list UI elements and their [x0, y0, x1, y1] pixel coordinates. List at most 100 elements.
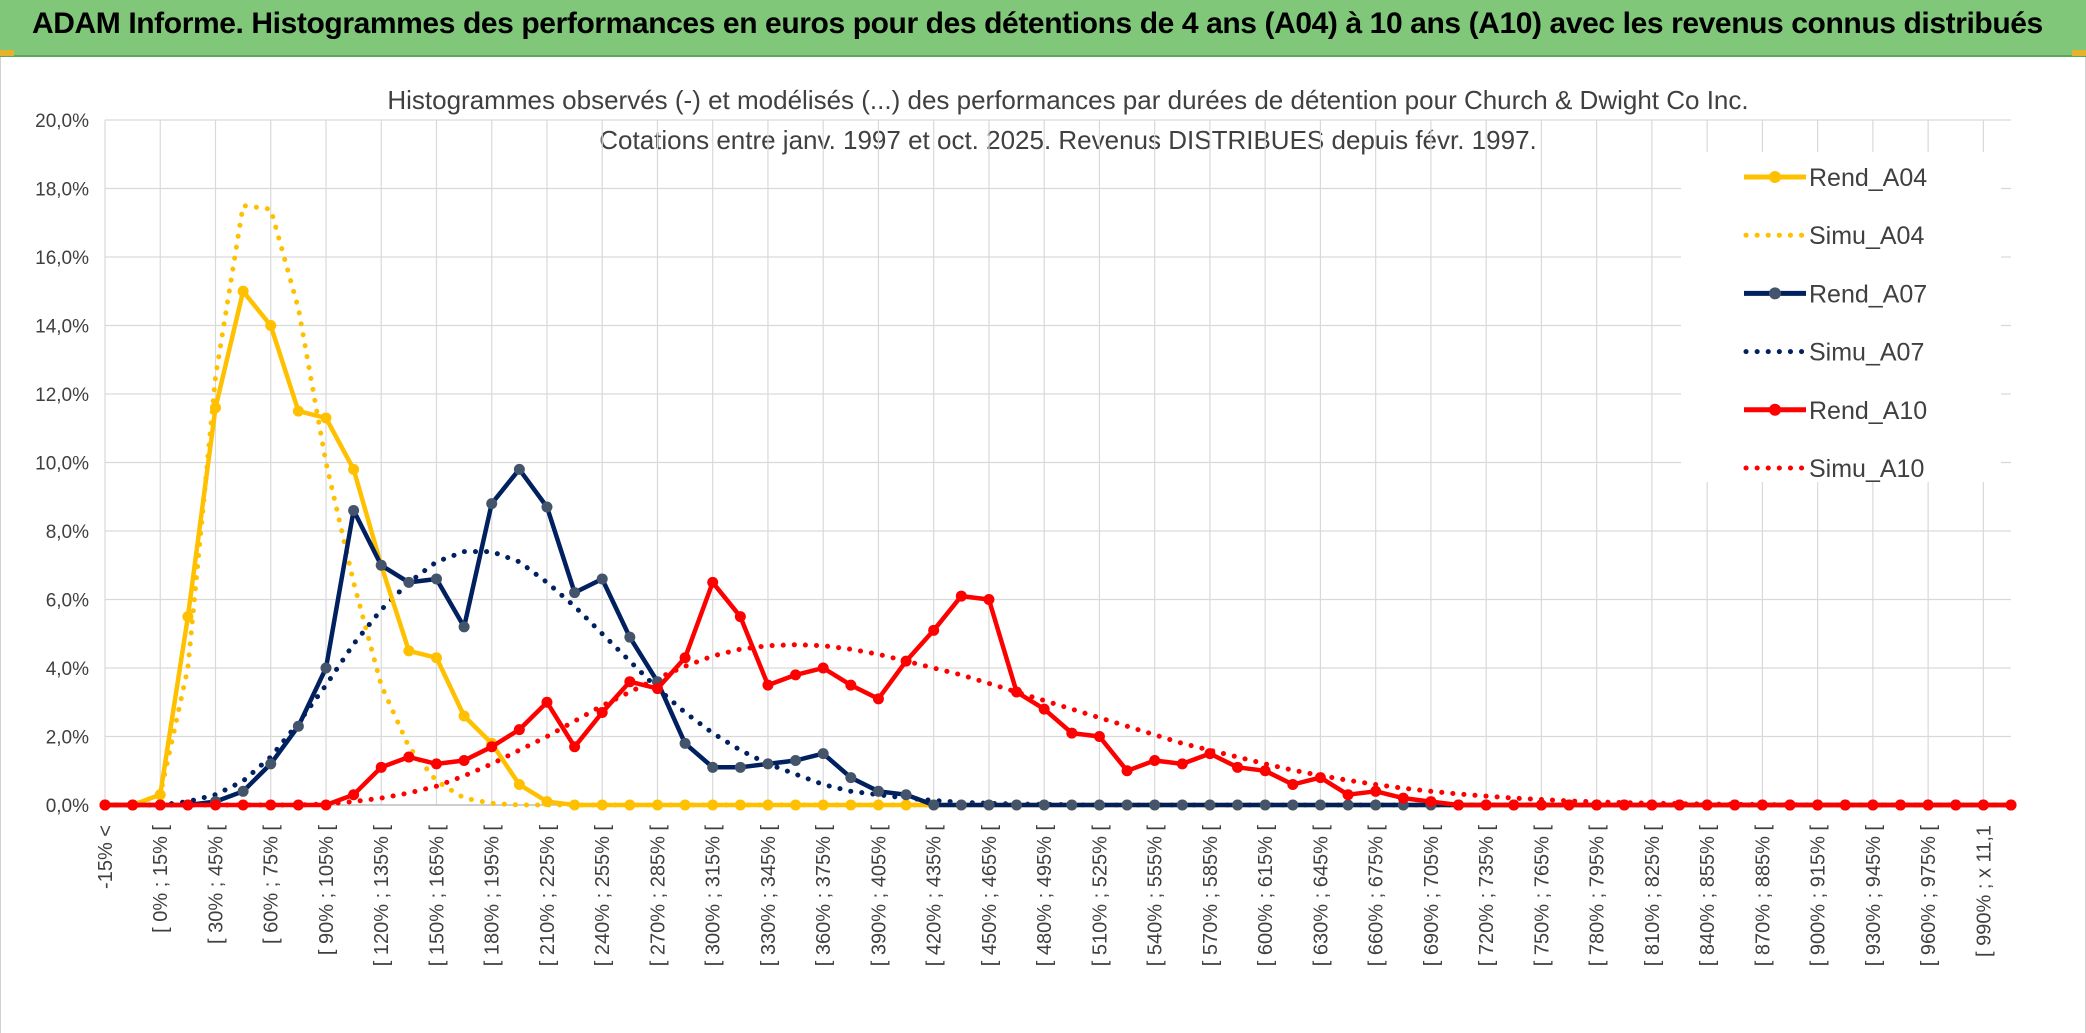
- data-point: [541, 696, 553, 708]
- data-point: [1370, 799, 1382, 811]
- data-point: [1232, 761, 1244, 773]
- data-point: [1784, 799, 1796, 811]
- data-point: [265, 799, 277, 811]
- series-line-Simu_A10: [102, 642, 2014, 808]
- y-tick-label: 0,0%: [46, 796, 89, 817]
- data-point: [679, 737, 691, 749]
- data-point: [1121, 799, 1133, 811]
- data-point: [1646, 799, 1658, 811]
- legend-item-Simu_A10: Simu_A10: [1743, 455, 1924, 483]
- x-tick-label: [ 270% ; 285% [: [647, 825, 669, 967]
- data-point: [1591, 799, 1603, 811]
- series-Rend_A10: [99, 576, 2017, 811]
- x-tick-label: [ 240% ; 255% [: [592, 825, 614, 967]
- data-point: [458, 621, 470, 633]
- data-point: [265, 320, 277, 331]
- legend-item-Rend_A04: Rend_A04: [1744, 164, 1927, 192]
- x-tick-label: [ 690% ; 705% [: [1421, 825, 1443, 967]
- data-point: [1701, 799, 1713, 811]
- x-tick-label: [ 570% ; 585% [: [1200, 825, 1222, 967]
- data-point: [320, 662, 332, 674]
- x-tick-label: [ 0% ; 15% [: [150, 825, 172, 933]
- data-point: [707, 761, 719, 773]
- x-tick-label: [ 900% ; 915% [: [1808, 825, 1830, 967]
- data-point: [1867, 799, 1879, 811]
- data-point: [596, 799, 608, 811]
- data-point: [292, 799, 304, 811]
- data-point: [292, 720, 304, 732]
- data-point: [1453, 799, 1465, 811]
- x-tick-label: [ 30% ; 45% [: [205, 825, 227, 944]
- x-tick-label: [ 420% ; 435% [: [924, 825, 946, 967]
- banner-corner-accent-right: [2072, 50, 2086, 56]
- x-tick-label: [ 390% ; 405% [: [868, 825, 890, 967]
- data-point: [2005, 799, 2017, 811]
- data-point: [403, 645, 415, 657]
- legend: Rend_A04 Simu_A04 Rend_A07 Simu_A07 Rend_A10…: [1681, 152, 2001, 483]
- y-axis-ticks: 0,0% 2,0% 4,0% 6,0% 8,0% 10,0% 12,0% 14,0% 16,0%…: [35, 111, 89, 817]
- series-line-Rend_A07: [105, 467, 2011, 808]
- data-point: [1839, 799, 1851, 811]
- data-point: [872, 785, 884, 797]
- header-banner: ADAM Informe. Histogrammes des performan…: [0, 0, 2086, 57]
- legend-marker: [1769, 287, 1781, 300]
- data-point: [1176, 799, 1188, 811]
- x-tick-label: [ 510% ; 525% [: [1089, 825, 1111, 967]
- data-point: [1259, 765, 1271, 777]
- data-point: [513, 463, 525, 475]
- data-point: [596, 573, 608, 585]
- data-point: [1480, 799, 1492, 811]
- data-point: [403, 576, 415, 588]
- y-tick-label: 4,0%: [46, 659, 89, 680]
- data-point: [1038, 703, 1050, 715]
- x-tick-label: [ 780% ; 795% [: [1587, 825, 1609, 967]
- data-point: [762, 799, 774, 811]
- data-point: [1370, 785, 1382, 797]
- x-tick-label: [ 480% ; 495% [: [1034, 825, 1056, 967]
- data-point: [624, 799, 636, 811]
- data-point: [486, 498, 498, 510]
- x-tick-label: [ 870% ; 885% [: [1752, 825, 1774, 967]
- y-tick-label: 12,0%: [35, 385, 89, 406]
- chart-title: Histogrammes observés (-) et modélisés (…: [387, 85, 1749, 115]
- series-Simu_A10: [102, 642, 2014, 808]
- data-point: [1977, 799, 1989, 811]
- data-point: [762, 679, 774, 691]
- data-point: [430, 573, 442, 585]
- y-tick-label: 10,0%: [35, 454, 89, 475]
- data-point: [1232, 799, 1244, 811]
- banner-corner-accent-left: [0, 50, 14, 56]
- legend-background: [1681, 152, 2001, 482]
- data-point: [1950, 799, 1962, 811]
- x-axis-ticks: -15% < [ 0% ; 15% [[ 30% ; 45% [[ 60% ; 7…: [95, 825, 1995, 967]
- data-point: [320, 412, 332, 424]
- y-tick-label: 2,0%: [46, 728, 89, 749]
- data-point: [1038, 799, 1050, 811]
- report-title: ADAM Informe. Histogrammes des performan…: [32, 7, 2043, 40]
- legend-marker: [1769, 403, 1781, 416]
- data-point: [928, 799, 940, 811]
- data-point: [734, 611, 746, 623]
- data-point: [845, 799, 857, 811]
- data-point: [513, 724, 525, 736]
- legend-label: Simu_A10: [1809, 455, 1924, 483]
- data-point: [651, 799, 663, 811]
- x-tick-label: -15% <: [95, 825, 117, 889]
- data-point: [1397, 792, 1409, 804]
- x-tick-label: [ 990% ; x 11,1: [1973, 825, 1995, 957]
- data-point: [1011, 686, 1023, 698]
- data-point: [734, 799, 746, 811]
- x-tick-label: [ 540% ; 555% [: [1145, 825, 1167, 967]
- legend-item-Rend_A10: Rend_A10: [1744, 397, 1927, 425]
- data-point: [1149, 754, 1161, 766]
- data-point: [790, 799, 802, 811]
- data-point: [569, 587, 581, 599]
- data-point: [1204, 748, 1216, 760]
- data-point: [1314, 772, 1326, 784]
- data-point: [1342, 799, 1354, 811]
- data-point: [1563, 799, 1575, 811]
- y-tick-label: 18,0%: [35, 180, 89, 201]
- data-point: [1149, 799, 1161, 811]
- x-tick-label: [ 120% ; 135% [: [371, 825, 393, 967]
- data-point: [624, 631, 636, 643]
